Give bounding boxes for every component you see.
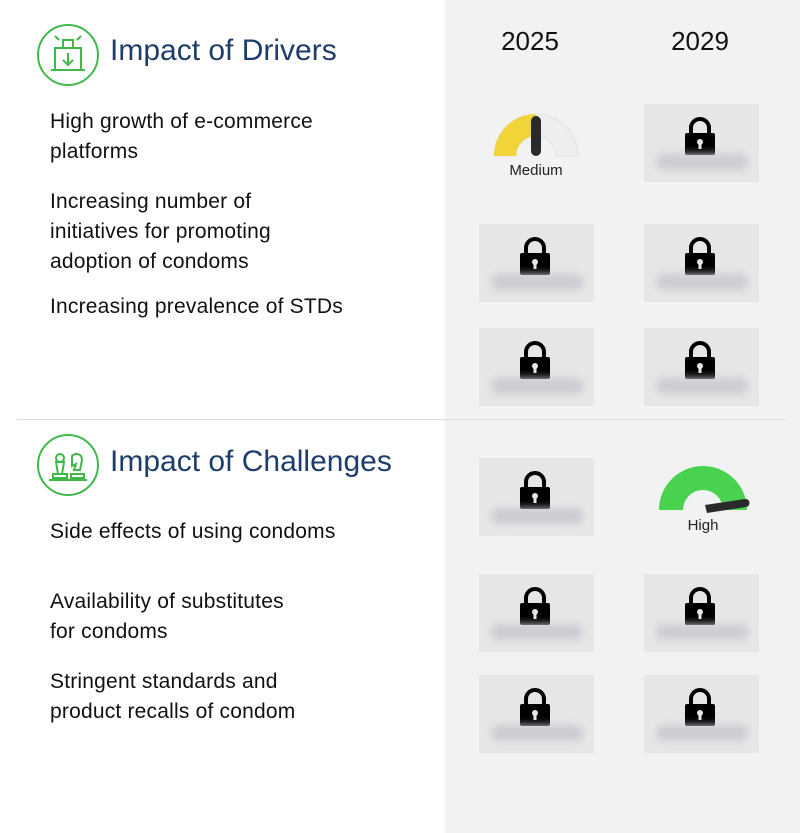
locked-cell[interactable] [479,458,594,536]
chess-pieces-icon [37,434,99,496]
gauge-high: High [653,462,753,538]
challenge-label-3: Stringent standards and product recalls … [50,670,296,723]
year-header-2029: 2029 [671,26,729,56]
driver-label-1: High growth of e-commerce platforms [50,110,313,163]
gauge-high-label: High [687,517,719,534]
lock-icon [685,587,715,625]
drivers-icon [37,24,99,86]
lock-icon [685,117,715,155]
lock-icon [520,471,550,509]
locked-cell[interactable] [644,328,759,406]
locked-cell[interactable] [479,675,594,753]
locked-cell[interactable] [479,224,594,302]
driver-label-3: Increasing prevalence of STDs [50,295,343,318]
lock-icon [685,237,715,275]
locked-cell[interactable] [644,574,759,652]
drivers-title: Impact of Drivers [110,34,337,67]
lock-icon [520,237,550,275]
locked-cell[interactable] [644,224,759,302]
locked-cell[interactable] [644,104,759,182]
lock-icon [520,688,550,726]
locked-cell[interactable] [479,574,594,652]
lock-icon [520,587,550,625]
year-header-2025: 2025 [501,26,559,56]
gauge-medium: Medium [486,108,586,184]
challenge-label-2: Availability of substitutes for condoms [50,590,284,643]
lock-icon [685,688,715,726]
locked-cell[interactable] [479,328,594,406]
challenge-label-1: Side effects of using condoms [50,520,336,543]
lock-icon [520,341,550,379]
challenges-title: Impact of Challenges [110,445,392,478]
locked-cell[interactable] [644,675,759,753]
lock-icon [685,341,715,379]
section-divider [17,419,785,420]
gauge-medium-label: Medium [509,162,563,179]
driver-label-2: Increasing number of initiatives for pro… [50,190,271,273]
